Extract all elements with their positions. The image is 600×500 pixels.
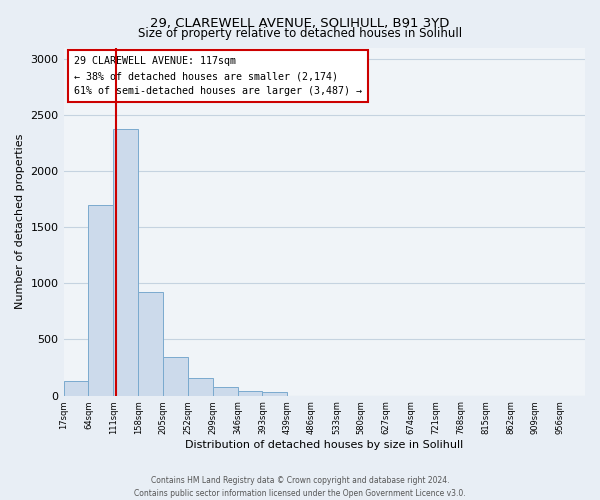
- Bar: [212, 387, 238, 396]
- Text: Contains HM Land Registry data © Crown copyright and database right 2024.
Contai: Contains HM Land Registry data © Crown c…: [134, 476, 466, 498]
- X-axis label: Distribution of detached houses by size in Solihull: Distribution of detached houses by size …: [185, 440, 463, 450]
- Bar: [113, 130, 138, 396]
- Bar: [64, 381, 88, 396]
- Text: 29 CLAREWELL AVENUE: 117sqm
← 38% of detached houses are smaller (2,174)
61% of : 29 CLAREWELL AVENUE: 117sqm ← 38% of det…: [74, 56, 362, 96]
- Bar: [138, 292, 163, 396]
- Y-axis label: Number of detached properties: Number of detached properties: [15, 134, 25, 309]
- Text: 29, CLAREWELL AVENUE, SOLIHULL, B91 3YD: 29, CLAREWELL AVENUE, SOLIHULL, B91 3YD: [151, 18, 449, 30]
- Bar: [163, 358, 188, 396]
- Bar: [262, 392, 287, 396]
- Text: Size of property relative to detached houses in Solihull: Size of property relative to detached ho…: [138, 28, 462, 40]
- Bar: [88, 204, 113, 396]
- Bar: [238, 391, 262, 396]
- Bar: [188, 378, 212, 396]
